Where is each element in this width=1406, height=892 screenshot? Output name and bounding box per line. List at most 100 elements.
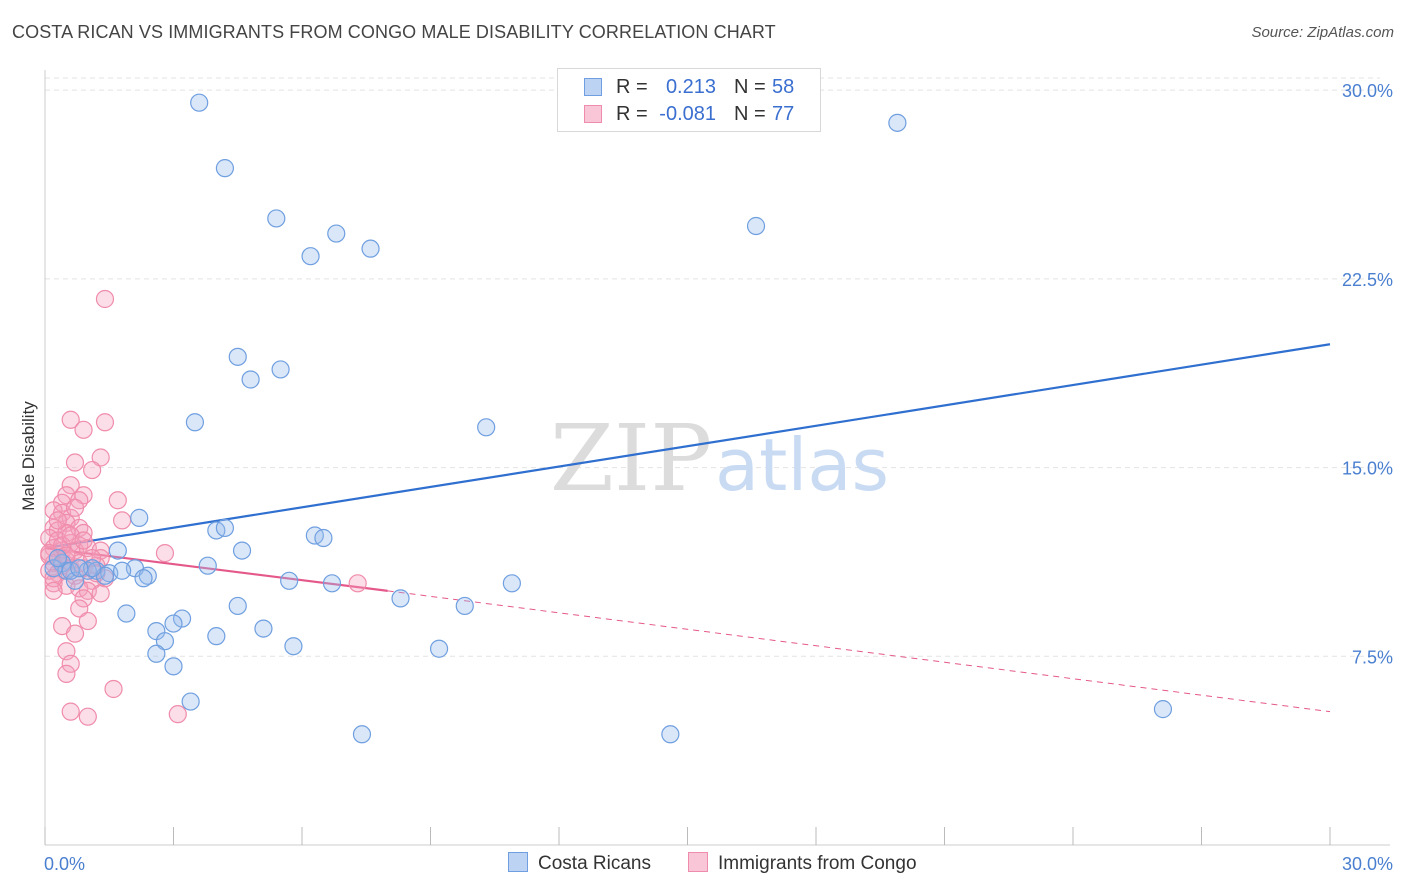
data-point-series-0 <box>130 508 149 527</box>
data-point-series-1 <box>95 413 115 432</box>
data-point-series-0 <box>232 541 252 560</box>
data-point-series-0 <box>746 216 766 236</box>
data-point-series-1 <box>95 289 115 309</box>
legend-item-costa-ricans: Costa Ricans <box>508 852 651 875</box>
y-tick-label: 15.0% <box>1342 459 1393 479</box>
data-point-series-0 <box>352 725 372 744</box>
data-point-series-0 <box>108 541 127 560</box>
legend-row-congo: R = -0.081 N = 77 <box>558 102 820 128</box>
data-point-series-1 <box>65 498 85 517</box>
data-point-series-0 <box>327 224 346 243</box>
x-tick-label: 0.0% <box>44 854 85 874</box>
data-point-series-1 <box>83 460 102 480</box>
data-point-series-0 <box>198 556 217 575</box>
data-point-series-1 <box>104 679 123 699</box>
data-point-series-0 <box>112 561 132 580</box>
data-point-series-0 <box>215 518 234 538</box>
data-point-series-0 <box>271 360 290 379</box>
data-point-series-0 <box>502 574 521 593</box>
data-point-series-0 <box>241 370 260 389</box>
data-point-series-1 <box>112 511 132 530</box>
data-point-series-0 <box>888 113 907 132</box>
data-point-series-1 <box>65 453 85 472</box>
data-point-series-0 <box>48 549 67 568</box>
legend-r-value: 0.213 <box>665 76 716 98</box>
data-point-series-0 <box>391 589 410 608</box>
data-point-series-1 <box>78 611 97 631</box>
legend-swatch-pink <box>688 852 708 872</box>
data-point-series-0 <box>70 559 89 578</box>
data-point-series-0 <box>207 627 226 646</box>
legend-swatch-pink <box>584 105 602 123</box>
data-point-series-1 <box>70 599 89 618</box>
data-point-series-0 <box>164 614 183 633</box>
legend-n-value: 77 <box>772 103 795 125</box>
watermark-zip: ZIP <box>550 405 712 512</box>
data-point-series-0 <box>429 639 449 658</box>
data-point-series-0 <box>147 644 166 663</box>
data-point-series-0 <box>267 209 286 228</box>
data-point-series-0 <box>254 619 273 638</box>
data-points <box>40 93 1173 744</box>
correlation-legend: R = 0.213 N = 58 R = -0.081 N = 77 <box>557 68 821 132</box>
y-tick-label: 22.5% <box>1342 270 1393 290</box>
data-point-series-1 <box>91 584 110 603</box>
legend-n-value: 58 <box>772 76 795 98</box>
data-point-series-0 <box>661 725 680 744</box>
data-point-series-0 <box>228 347 247 366</box>
data-point-series-1 <box>61 654 80 673</box>
data-point-series-0 <box>83 559 102 578</box>
data-point-series-0 <box>301 247 320 266</box>
axes <box>44 70 1390 846</box>
data-point-series-1 <box>78 707 97 726</box>
legend-n-label: N = <box>734 76 766 98</box>
data-point-series-0 <box>181 692 200 711</box>
data-point-series-0 <box>185 413 205 432</box>
chart-title: COSTA RICAN VS IMMIGRANTS FROM CONGO MAL… <box>12 22 776 42</box>
data-point-series-0 <box>284 637 303 656</box>
data-point-series-0 <box>228 596 247 616</box>
data-point-series-0 <box>164 657 183 676</box>
watermark: ZIP atlas <box>550 405 889 512</box>
trend-line-extension-series-1 <box>387 590 1331 713</box>
data-point-series-1 <box>61 702 80 721</box>
data-point-series-0 <box>361 239 380 258</box>
legend-label-congo: Immigrants from Congo <box>718 853 917 874</box>
tick-labels: 7.5% 15.0% 22.5% 30.0% 0.0% 30.0% <box>44 81 1393 874</box>
legend-r-value: -0.081 <box>659 103 716 125</box>
legend-row-costa-ricans: R = 0.213 N = 58 <box>558 75 820 101</box>
data-point-series-1 <box>348 574 367 593</box>
data-point-series-0 <box>155 632 175 651</box>
data-point-series-1 <box>168 705 187 724</box>
data-point-series-1 <box>155 544 175 563</box>
legend-label-costa-ricans: Costa Ricans <box>538 853 651 874</box>
legend-r-label: R = <box>616 103 648 125</box>
y-axis-title: Male Disability <box>19 401 38 511</box>
data-point-series-1 <box>61 410 80 429</box>
watermark-atlas: atlas <box>715 423 889 507</box>
data-point-series-1 <box>74 531 93 550</box>
data-point-series-0 <box>134 569 153 588</box>
legend-swatch-blue <box>508 852 528 872</box>
data-point-series-1 <box>44 581 63 600</box>
data-point-series-1 <box>65 624 85 643</box>
data-point-series-0 <box>455 596 474 616</box>
data-point-series-0 <box>1153 700 1173 719</box>
trend-lines <box>44 343 1331 713</box>
legend-r-label: R = <box>616 76 648 98</box>
data-point-series-1 <box>74 589 93 608</box>
data-point-series-0 <box>190 93 209 112</box>
x-tick-label: 30.0% <box>1342 854 1393 874</box>
data-point-series-0 <box>477 418 496 437</box>
data-point-series-0 <box>215 159 234 178</box>
data-point-series-0 <box>314 528 333 548</box>
data-point-series-1 <box>61 476 80 495</box>
legend-item-congo: Immigrants from Congo <box>688 852 917 875</box>
y-tick-label: 7.5% <box>1352 647 1393 667</box>
trend-line-series-0 <box>44 343 1331 550</box>
data-point-series-1 <box>57 664 76 683</box>
data-point-series-0 <box>117 604 136 623</box>
trend-line-series-1 <box>44 546 388 592</box>
data-point-series-1 <box>74 420 93 439</box>
